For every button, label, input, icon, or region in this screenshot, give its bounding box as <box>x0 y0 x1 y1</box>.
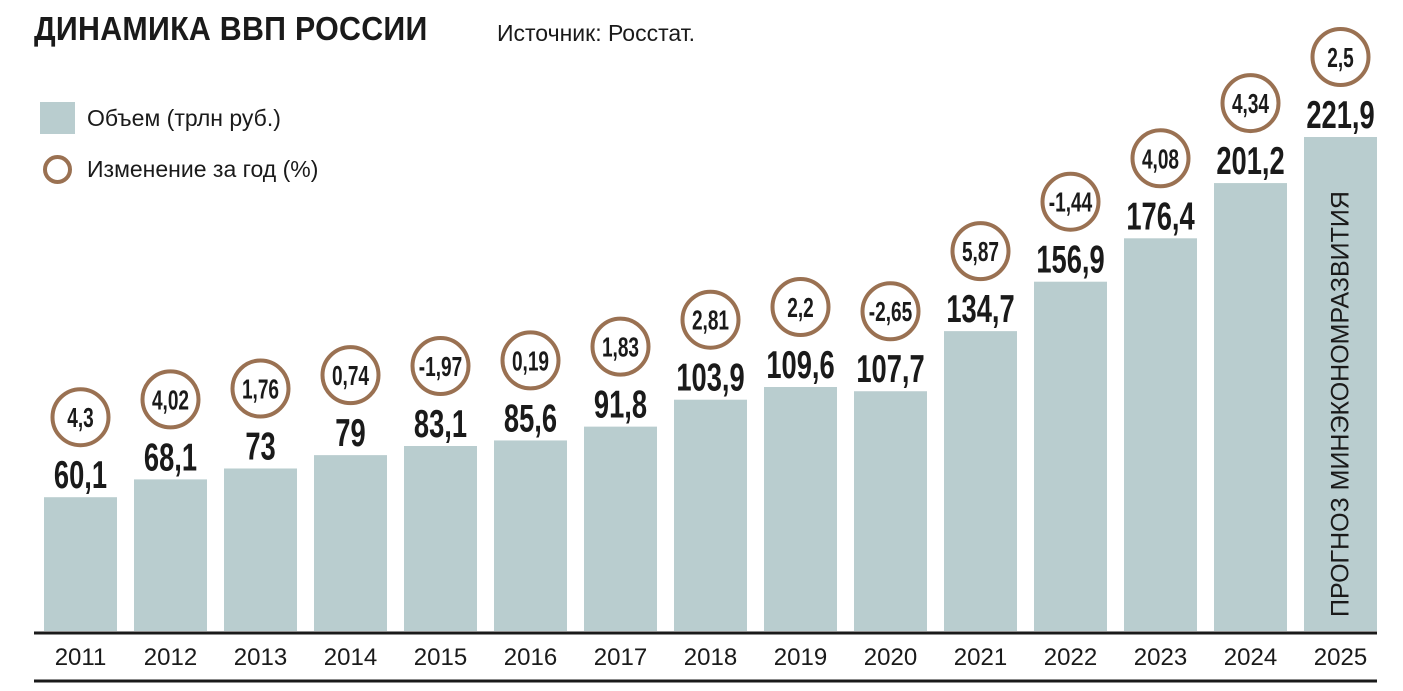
value-label-2017: 91,8 <box>594 384 647 427</box>
year-label-2025: 2025 <box>1314 644 1367 671</box>
bar-2019 <box>764 387 837 631</box>
year-label-2024: 2024 <box>1224 644 1277 671</box>
change-label-2023: 4,08 <box>1142 144 1179 176</box>
change-label-2019: 2,2 <box>787 292 813 324</box>
bar-2016 <box>494 440 567 631</box>
change-circle-2023 <box>1130 128 1191 189</box>
value-label-2021: 134,7 <box>946 289 1014 332</box>
change-circle-2013 <box>230 358 291 419</box>
bar-2023 <box>1124 238 1197 631</box>
bar-2017 <box>584 426 657 631</box>
bar-2018 <box>674 399 747 631</box>
bar-2021 <box>944 331 1017 631</box>
change-circle-2012 <box>140 369 201 430</box>
change-circle-2017 <box>590 316 651 377</box>
year-label-2015: 2015 <box>414 644 467 671</box>
bar-2025 <box>1304 137 1377 631</box>
bar-2013 <box>224 468 297 631</box>
legend-item-change: Изменение за год (%) <box>40 155 318 184</box>
legend-label-change: Изменение за год (%) <box>87 156 319 182</box>
change-label-2016: 0,19 <box>512 346 549 378</box>
bar-2014 <box>314 455 387 631</box>
change-circle-2011 <box>50 387 111 448</box>
change-circle-2015 <box>410 336 471 397</box>
bar-2024 <box>1214 183 1287 631</box>
change-circle-2021 <box>950 221 1011 282</box>
source-note: Источник: Росстат. <box>497 20 696 46</box>
year-label-2020: 2020 <box>864 644 917 671</box>
change-circle-2024 <box>1220 73 1281 134</box>
change-label-2021: 5,87 <box>962 237 999 269</box>
forecast-note: ПРОГНОЗ МИНЭКОНОМРАЗВИТИЯ <box>1327 191 1355 617</box>
legend-bar-swatch <box>40 102 75 134</box>
year-label-2011: 2011 <box>55 644 107 671</box>
change-label-2012: 4,02 <box>152 385 189 417</box>
change-label-2014: 0,74 <box>332 361 370 393</box>
change-label-2020: -2,65 <box>869 297 912 329</box>
year-label-2013: 2013 <box>234 644 287 671</box>
legend-circle-marker <box>43 155 72 184</box>
value-label-2016: 85,6 <box>504 398 557 441</box>
change-label-2011: 4,3 <box>67 403 93 435</box>
value-label-2024: 201,2 <box>1216 140 1284 183</box>
year-label-2014: 2014 <box>324 644 377 671</box>
change-label-2013: 1,76 <box>242 374 279 406</box>
change-label-2018: 2,81 <box>692 305 729 337</box>
year-label-2016: 2016 <box>504 644 557 671</box>
change-circle-2022 <box>1040 171 1101 232</box>
year-label-2012: 2012 <box>144 644 197 671</box>
value-label-2022: 156,9 <box>1036 239 1104 282</box>
value-label-2020: 107,7 <box>856 349 924 392</box>
value-label-2015: 83,1 <box>414 403 467 446</box>
year-label-2019: 2019 <box>774 644 827 671</box>
year-label-2021: 2021 <box>954 644 1007 671</box>
bar-2012 <box>134 479 207 631</box>
change-circle-2025 <box>1310 27 1371 87</box>
value-label-2013: 73 <box>245 426 275 469</box>
change-label-2015: -1,97 <box>419 351 462 383</box>
year-label-2017: 2017 <box>594 644 647 671</box>
legend-label-volume: Объем (трлн руб.) <box>87 104 281 131</box>
change-circle-2020 <box>860 281 921 342</box>
value-label-2012: 68,1 <box>144 437 197 480</box>
year-label-2023: 2023 <box>1134 644 1187 671</box>
change-circle-2019 <box>770 277 831 338</box>
year-label-2022: 2022 <box>1044 644 1097 671</box>
change-label-2025: 2,5 <box>1327 42 1353 74</box>
change-circle-2014 <box>320 345 381 406</box>
value-label-2014: 79 <box>335 413 365 456</box>
change-circle-2018 <box>680 289 741 350</box>
bar-2022 <box>1034 281 1107 631</box>
value-label-2019: 109,6 <box>766 344 834 387</box>
change-label-2024: 4,34 <box>1232 89 1270 121</box>
change-label-2017: 1,83 <box>602 332 639 364</box>
change-label-2022: -1,44 <box>1049 187 1093 219</box>
change-circle-2016 <box>500 330 561 391</box>
value-label-2023: 176,4 <box>1126 196 1195 239</box>
chart-title: ДИНАМИКА ВВП РОССИИ <box>34 10 428 47</box>
bar-2015 <box>404 446 477 631</box>
year-label-2018: 2018 <box>684 644 737 671</box>
value-label-2025: 221,9 <box>1306 94 1374 137</box>
bar-2011 <box>44 497 117 631</box>
value-label-2011: 60,1 <box>54 455 107 498</box>
value-label-2018: 103,9 <box>676 357 744 400</box>
legend-item-volume: Объем (трлн руб.) <box>40 102 281 134</box>
bar-2020 <box>854 391 927 631</box>
